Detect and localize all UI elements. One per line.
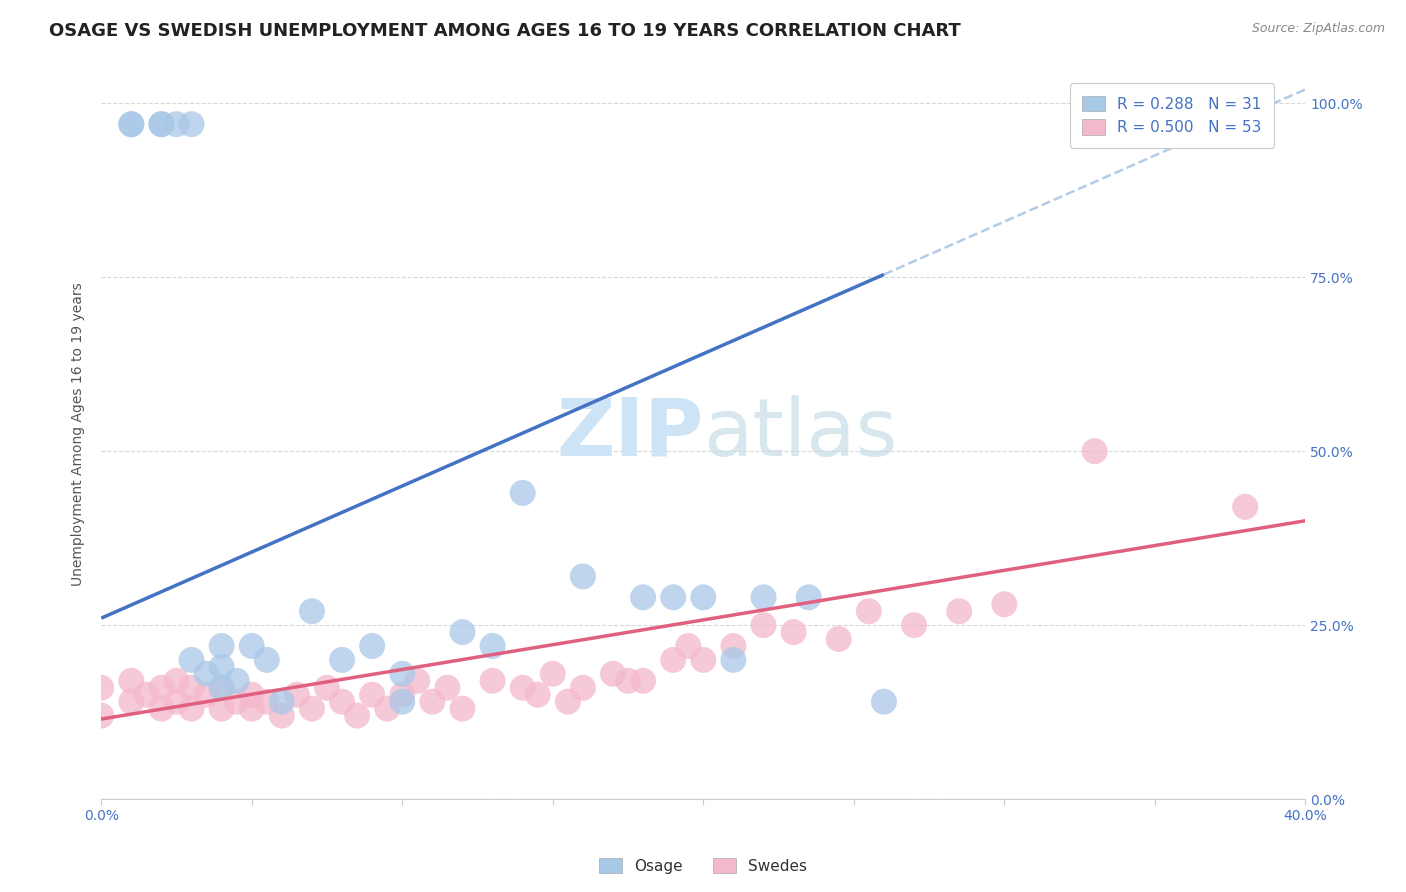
Point xyxy=(391,688,413,702)
Point xyxy=(873,695,896,709)
Point xyxy=(361,688,384,702)
Point xyxy=(256,695,278,709)
Text: OSAGE VS SWEDISH UNEMPLOYMENT AMONG AGES 16 TO 19 YEARS CORRELATION CHART: OSAGE VS SWEDISH UNEMPLOYMENT AMONG AGES… xyxy=(49,22,960,40)
Point xyxy=(180,701,202,715)
Point xyxy=(240,688,263,702)
Point xyxy=(678,639,700,653)
Text: atlas: atlas xyxy=(703,395,897,473)
Point xyxy=(211,681,233,695)
Point xyxy=(180,681,202,695)
Point xyxy=(828,632,851,646)
Point xyxy=(602,666,624,681)
Point xyxy=(572,681,595,695)
Point xyxy=(240,639,263,653)
Point xyxy=(211,639,233,653)
Point xyxy=(211,660,233,674)
Point xyxy=(346,708,368,723)
Point xyxy=(481,639,503,653)
Point xyxy=(948,604,970,618)
Point xyxy=(166,695,188,709)
Point xyxy=(617,673,640,688)
Point xyxy=(481,673,503,688)
Point xyxy=(301,701,323,715)
Point xyxy=(330,653,353,667)
Point xyxy=(631,591,654,605)
Point xyxy=(120,695,142,709)
Point xyxy=(692,653,714,667)
Point xyxy=(90,708,112,723)
Point xyxy=(572,569,595,583)
Point xyxy=(526,688,548,702)
Point xyxy=(270,695,292,709)
Point xyxy=(541,666,564,681)
Point xyxy=(451,701,474,715)
Point xyxy=(166,673,188,688)
Point xyxy=(631,673,654,688)
Point xyxy=(782,625,804,640)
Point xyxy=(150,117,173,131)
Point xyxy=(406,673,429,688)
Point xyxy=(180,653,202,667)
Point xyxy=(90,681,112,695)
Y-axis label: Unemployment Among Ages 16 to 19 years: Unemployment Among Ages 16 to 19 years xyxy=(72,282,86,586)
Legend: Osage, Swedes: Osage, Swedes xyxy=(593,852,813,880)
Point xyxy=(150,117,173,131)
Point xyxy=(166,117,188,131)
Point xyxy=(180,117,202,131)
Point xyxy=(211,701,233,715)
Point xyxy=(270,708,292,723)
Point xyxy=(391,666,413,681)
Point xyxy=(723,639,745,653)
Point xyxy=(375,701,398,715)
Point xyxy=(330,695,353,709)
Point xyxy=(723,653,745,667)
Point xyxy=(512,681,534,695)
Point xyxy=(451,625,474,640)
Point xyxy=(361,639,384,653)
Point xyxy=(120,117,142,131)
Point xyxy=(662,653,685,667)
Text: ZIP: ZIP xyxy=(555,395,703,473)
Point xyxy=(903,618,925,632)
Point xyxy=(195,688,218,702)
Point xyxy=(135,688,157,702)
Point xyxy=(211,681,233,695)
Point xyxy=(1234,500,1257,514)
Point xyxy=(285,688,308,702)
Point xyxy=(120,117,142,131)
Point xyxy=(436,681,458,695)
Point xyxy=(858,604,880,618)
Point xyxy=(225,695,247,709)
Point xyxy=(752,618,775,632)
Point xyxy=(422,695,444,709)
Text: Source: ZipAtlas.com: Source: ZipAtlas.com xyxy=(1251,22,1385,36)
Legend: R = 0.288   N = 31, R = 0.500   N = 53: R = 0.288 N = 31, R = 0.500 N = 53 xyxy=(1070,84,1274,147)
Point xyxy=(391,695,413,709)
Point xyxy=(195,666,218,681)
Point xyxy=(752,591,775,605)
Point xyxy=(150,701,173,715)
Point xyxy=(150,681,173,695)
Point xyxy=(797,591,820,605)
Point xyxy=(301,604,323,618)
Point xyxy=(662,591,685,605)
Point xyxy=(512,486,534,500)
Point xyxy=(993,597,1015,611)
Point xyxy=(316,681,339,695)
Point xyxy=(225,673,247,688)
Point xyxy=(120,673,142,688)
Point xyxy=(256,653,278,667)
Point xyxy=(240,701,263,715)
Point xyxy=(1084,444,1107,458)
Point xyxy=(557,695,579,709)
Point xyxy=(692,591,714,605)
